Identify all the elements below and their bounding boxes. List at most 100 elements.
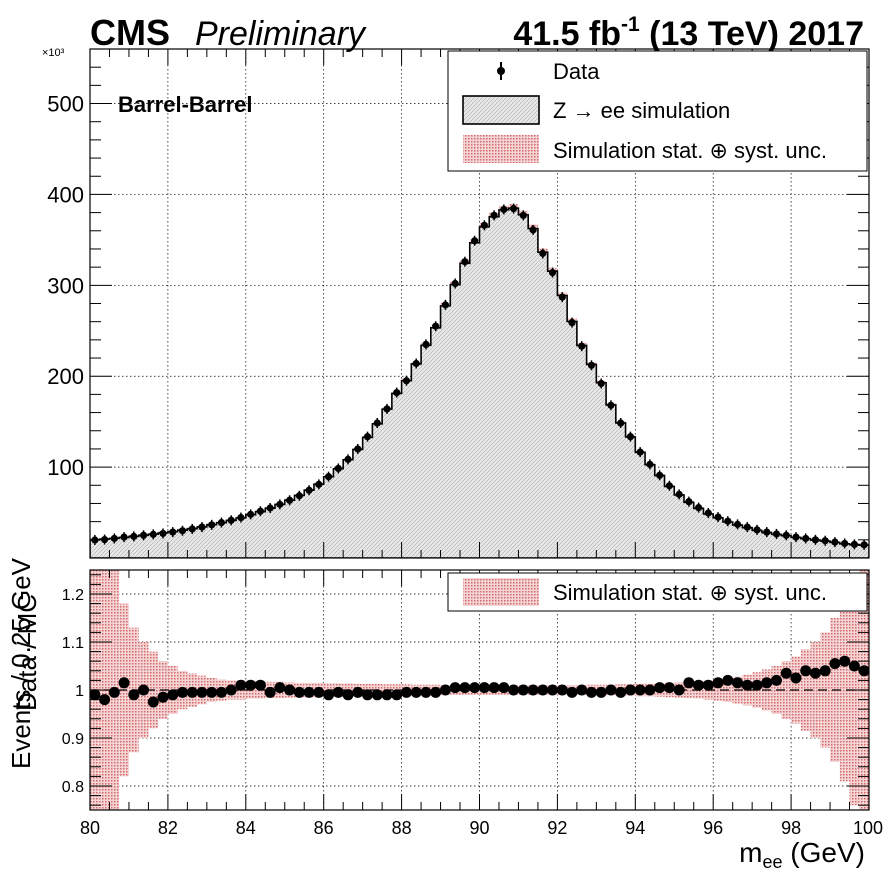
data-point: [295, 492, 303, 500]
data-point: [694, 503, 703, 512]
ratio-point: [225, 684, 237, 696]
x-axis-label: mee (GeV): [739, 837, 865, 872]
main-ytick-label: 500: [47, 92, 84, 117]
ratio-unc-segment: [839, 598, 850, 782]
legend-data-label: Data: [553, 59, 600, 84]
ratio-point: [702, 679, 714, 691]
legend-sim-swatch: [462, 95, 540, 125]
ratio-point: [400, 686, 412, 698]
ratio-point: [751, 679, 763, 691]
data-point: [558, 293, 566, 301]
ratio-point: [391, 689, 403, 701]
ratio-points: [90, 655, 869, 708]
data-point: [743, 523, 751, 531]
data-point: [169, 528, 177, 536]
ratio-panel: 0.8 0.9 1 1.1 1.2 80 82 84 86 88 90 92 94 96 98 100 Dat…: [12, 569, 883, 872]
ratio-point: [90, 689, 101, 701]
data-point: [704, 509, 712, 517]
ratio-point: [362, 689, 374, 701]
ratio-point: [605, 684, 617, 696]
ratio-xtick-label: 84: [236, 818, 256, 838]
lumi-prefix: 41.5 fb: [513, 15, 621, 53]
data-point: [548, 268, 557, 277]
ratio-point: [848, 660, 860, 672]
data-point: [178, 527, 187, 535]
ratio-ytick-label: 1.1: [62, 635, 84, 652]
ratio-unc-segment: [810, 642, 821, 738]
ratio-xtick-label: 100: [853, 818, 883, 838]
ratio-point: [371, 689, 383, 701]
ratio-point: [624, 684, 636, 696]
data-point: [714, 513, 722, 521]
main-ytick-label: 100: [47, 455, 84, 480]
ratio-point: [712, 677, 724, 689]
lumi-label: 41.5 fb-1 (13 TeV) 2017: [513, 13, 864, 53]
data-point: [305, 486, 313, 494]
data-point: [451, 279, 459, 288]
data-point: [247, 510, 255, 518]
data-point: [286, 496, 294, 504]
ratio-point: [128, 689, 140, 701]
data-point: [646, 460, 654, 468]
data-point: [685, 498, 693, 506]
data-point: [208, 521, 216, 529]
data-point: [841, 539, 849, 548]
data-point: [383, 405, 391, 413]
ratio-point: [303, 686, 315, 698]
ratio-point: [566, 686, 578, 698]
data-point: [402, 377, 411, 385]
ratio-point: [186, 686, 198, 698]
ratio-ytick-label: 1: [75, 683, 84, 700]
ratio-point: [508, 684, 520, 696]
ratio-point: [235, 679, 247, 691]
data-point: [578, 342, 586, 350]
ratio-unc-segment: [781, 661, 792, 719]
data-point: [802, 534, 810, 543]
ratio-point: [517, 684, 529, 696]
ratio-point: [138, 684, 150, 696]
ratio-point: [284, 684, 296, 696]
data-point: [373, 419, 381, 427]
ratio-point: [206, 686, 218, 698]
data-point: [315, 480, 323, 488]
data-points: [91, 203, 868, 550]
data-point: [831, 538, 839, 546]
data-point: [733, 520, 742, 528]
data-point: [363, 433, 372, 441]
ratio-point: [732, 677, 744, 689]
ratio-point: [488, 682, 500, 694]
ratio-point: [352, 686, 364, 698]
data-point: [509, 204, 518, 213]
ratio-point: [527, 684, 539, 696]
ratio-point: [547, 684, 559, 696]
ratio-point: [410, 686, 422, 698]
x-axis-label-sub: ee: [763, 852, 783, 872]
ratio-point: [449, 682, 461, 694]
ratio-ytick-label: 0.8: [62, 779, 84, 796]
ratio-point: [459, 682, 471, 694]
ratio-point: [654, 682, 666, 694]
data-point: [617, 419, 625, 427]
simulation-histogram: [90, 207, 869, 558]
ratio-point: [313, 686, 325, 698]
ratio-point: [576, 684, 588, 696]
ratio-point: [790, 672, 802, 684]
data-point: [480, 221, 488, 229]
ratio-point: [800, 665, 812, 677]
data-point: [763, 528, 771, 536]
data-point: [334, 464, 342, 473]
ratio-point: [780, 667, 792, 679]
y-scale-label: ×10³: [42, 47, 65, 59]
data-point: [782, 531, 790, 539]
ratio-point: [274, 682, 286, 694]
data-point: [344, 455, 352, 463]
data-point: [675, 490, 683, 498]
ratio-point: [839, 655, 851, 667]
ratio-unc-segment: [683, 681, 694, 699]
data-point: [753, 526, 761, 534]
data-point: [324, 473, 333, 481]
ratio-point: [819, 665, 831, 677]
lumi-suffix: (13 TeV) 2017: [640, 15, 864, 53]
data-point: [101, 535, 109, 544]
